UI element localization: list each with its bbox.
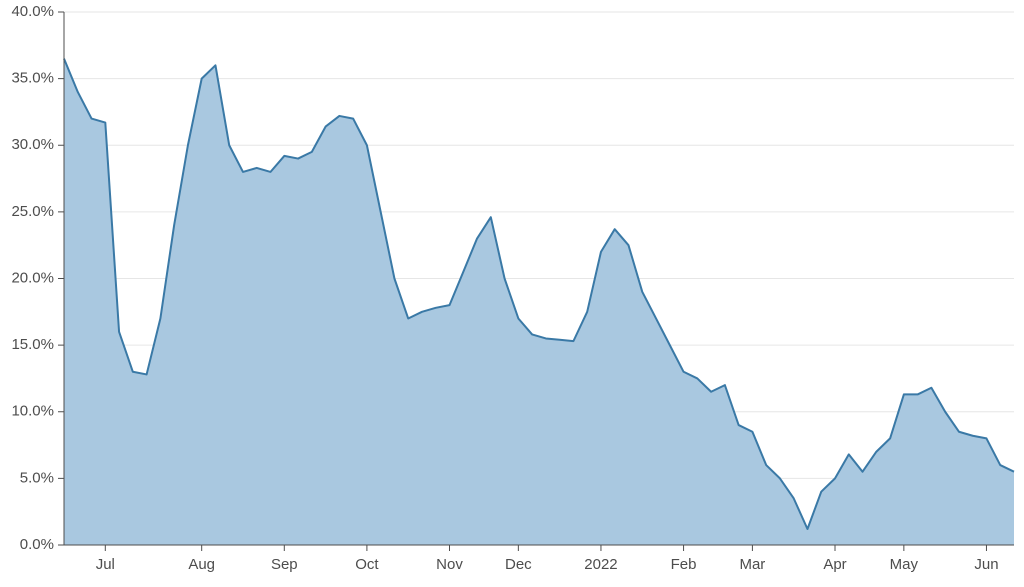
- x-tick-label: Mar: [739, 556, 765, 573]
- y-tick-label: 5.0%: [20, 469, 54, 486]
- y-tick-label: 10.0%: [11, 403, 54, 420]
- y-tick-label: 20.0%: [11, 269, 54, 286]
- x-tick-label: Jun: [974, 556, 998, 573]
- area-chart: 0.0% 5.0% 10.0% 15.0% 20.0% 25.0% 30.0% 35.0% 40…: [0, 0, 1024, 587]
- x-tick-label: Sep: [271, 556, 298, 573]
- y-tick-label: 40.0%: [11, 3, 54, 20]
- x-tick-label: 2022: [584, 556, 617, 573]
- y-tick-label: 0.0%: [20, 536, 54, 553]
- x-tick-label: Dec: [505, 556, 532, 573]
- y-tick-label: 15.0%: [11, 336, 54, 353]
- x-tick-label: Feb: [671, 556, 697, 573]
- x-tick-label: May: [890, 556, 919, 573]
- x-tick-label: Aug: [188, 556, 215, 573]
- y-tick-label: 25.0%: [11, 203, 54, 220]
- x-tick-label: Oct: [355, 556, 379, 573]
- x-tick-label: Nov: [436, 556, 463, 573]
- x-tick-label: Apr: [823, 556, 846, 573]
- y-tick-label: 30.0%: [11, 136, 54, 153]
- x-tick-label: Jul: [96, 556, 115, 573]
- y-tick-label: 35.0%: [11, 70, 54, 87]
